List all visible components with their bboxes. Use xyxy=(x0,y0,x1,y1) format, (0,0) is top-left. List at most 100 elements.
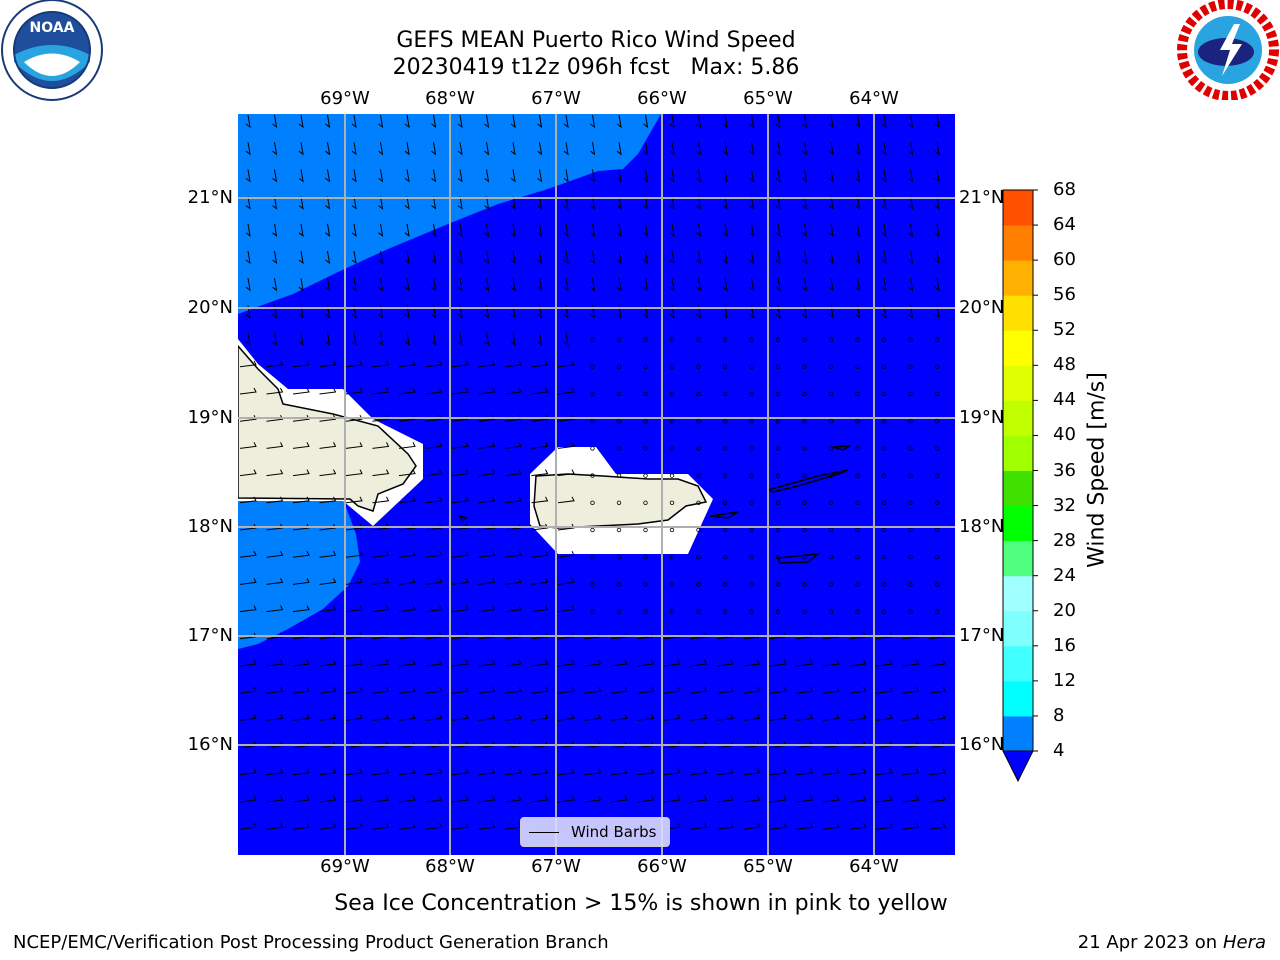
calm-barb xyxy=(696,446,701,451)
calm-barb xyxy=(616,391,622,397)
wind-barb xyxy=(457,196,463,210)
wind-barb xyxy=(616,250,622,265)
calm-barb xyxy=(802,609,807,614)
calm-barb xyxy=(590,582,595,587)
lon-label-bottom: 65°W xyxy=(743,856,793,877)
wind-barb xyxy=(855,114,861,129)
wind-barb xyxy=(881,142,887,156)
wind-barb xyxy=(637,714,655,721)
wind-barb xyxy=(669,169,675,183)
wind-barb xyxy=(325,250,331,265)
calm-barb xyxy=(590,609,595,614)
lat-label-right: 20°N xyxy=(959,297,1005,318)
colorbar-tick-label: 64 xyxy=(1053,214,1076,236)
wind-barb xyxy=(272,278,278,292)
colorbar-bin xyxy=(1003,610,1033,647)
wind-barb xyxy=(769,686,787,694)
wind-barb xyxy=(431,332,437,346)
calm-barb xyxy=(908,419,913,424)
wind-barb xyxy=(828,114,834,129)
lon-label-top: 69°W xyxy=(320,88,370,109)
wind-barb xyxy=(875,686,893,694)
wind-barb xyxy=(398,360,416,368)
calm-barb xyxy=(828,364,834,369)
calm-barb xyxy=(669,609,675,614)
wind-barb xyxy=(908,223,914,237)
colorbar-bin xyxy=(1003,225,1033,261)
wind-barb xyxy=(372,714,390,721)
wind-barb xyxy=(643,114,649,129)
wind-barb xyxy=(239,578,257,585)
wind-barb xyxy=(537,250,543,265)
wind-barb xyxy=(749,250,755,265)
wind-barb xyxy=(298,332,304,346)
wind-barb xyxy=(669,278,675,292)
wind-barb xyxy=(457,250,463,265)
wind-barb xyxy=(345,605,363,613)
calm-barb xyxy=(881,337,887,342)
wind-barb xyxy=(557,442,575,449)
wind-barb xyxy=(266,360,284,368)
wind-barb xyxy=(478,550,496,558)
wind-barb xyxy=(881,223,887,237)
wind-barb xyxy=(425,496,443,504)
calm-barb xyxy=(881,446,887,451)
wind-barb xyxy=(722,114,728,129)
wind-barb xyxy=(802,223,808,237)
lat-label-left: 21°N xyxy=(187,187,233,208)
calm-barb xyxy=(908,527,913,533)
wind-barb xyxy=(319,686,337,694)
wind-barb xyxy=(345,768,363,776)
wind-barb xyxy=(245,332,251,346)
wind-barb xyxy=(716,795,734,803)
calm-barb xyxy=(908,555,913,560)
wind-barb xyxy=(934,114,940,129)
wind-barb xyxy=(431,250,437,265)
calm-barb xyxy=(934,391,940,397)
wind-barb xyxy=(669,114,675,129)
calm-barb xyxy=(669,527,675,533)
calm-barb xyxy=(643,446,648,451)
lat-label-left: 19°N xyxy=(187,407,233,428)
calm-barb xyxy=(908,473,913,478)
wind-barb xyxy=(425,714,443,721)
wind-barb xyxy=(537,114,543,129)
calm-barb xyxy=(643,391,648,397)
wind-barb xyxy=(934,169,940,183)
colorbar-bin xyxy=(1003,680,1033,717)
wind-barb xyxy=(504,550,522,558)
wind-barb xyxy=(590,114,596,129)
calm-barb xyxy=(855,364,860,369)
wind-barb xyxy=(398,795,416,803)
wind-barb xyxy=(325,196,331,210)
wind-barb xyxy=(378,332,384,346)
wind-barb xyxy=(557,360,575,368)
wind-barb xyxy=(537,223,543,237)
wind-barb xyxy=(478,822,496,830)
calm-barb xyxy=(749,527,754,533)
wind-barb xyxy=(292,469,310,477)
wind-barb xyxy=(616,142,622,156)
wind-barb xyxy=(398,469,416,477)
map-title: GEFS MEAN Puerto Rico Wind Speed xyxy=(396,28,796,53)
wind-barb xyxy=(637,795,655,803)
anegada-island xyxy=(832,445,851,451)
wind-barb xyxy=(510,196,516,210)
wind-barb xyxy=(849,768,867,776)
wind-barb xyxy=(722,142,728,156)
calm-barb xyxy=(855,473,860,478)
calm-barb xyxy=(934,419,940,424)
wind-barb xyxy=(478,659,496,667)
wind-barb xyxy=(266,686,284,694)
calm-barb xyxy=(855,582,860,587)
wind-barb xyxy=(537,278,543,292)
calm-barb xyxy=(643,527,648,533)
calm-barb xyxy=(590,364,595,369)
wind-barb xyxy=(457,142,463,156)
wind-barb xyxy=(239,768,257,776)
wind-barb xyxy=(557,496,575,504)
wind-barb xyxy=(537,305,543,319)
wind-barb xyxy=(319,414,337,422)
wind-barb xyxy=(849,795,867,803)
wind-barb xyxy=(298,305,304,319)
